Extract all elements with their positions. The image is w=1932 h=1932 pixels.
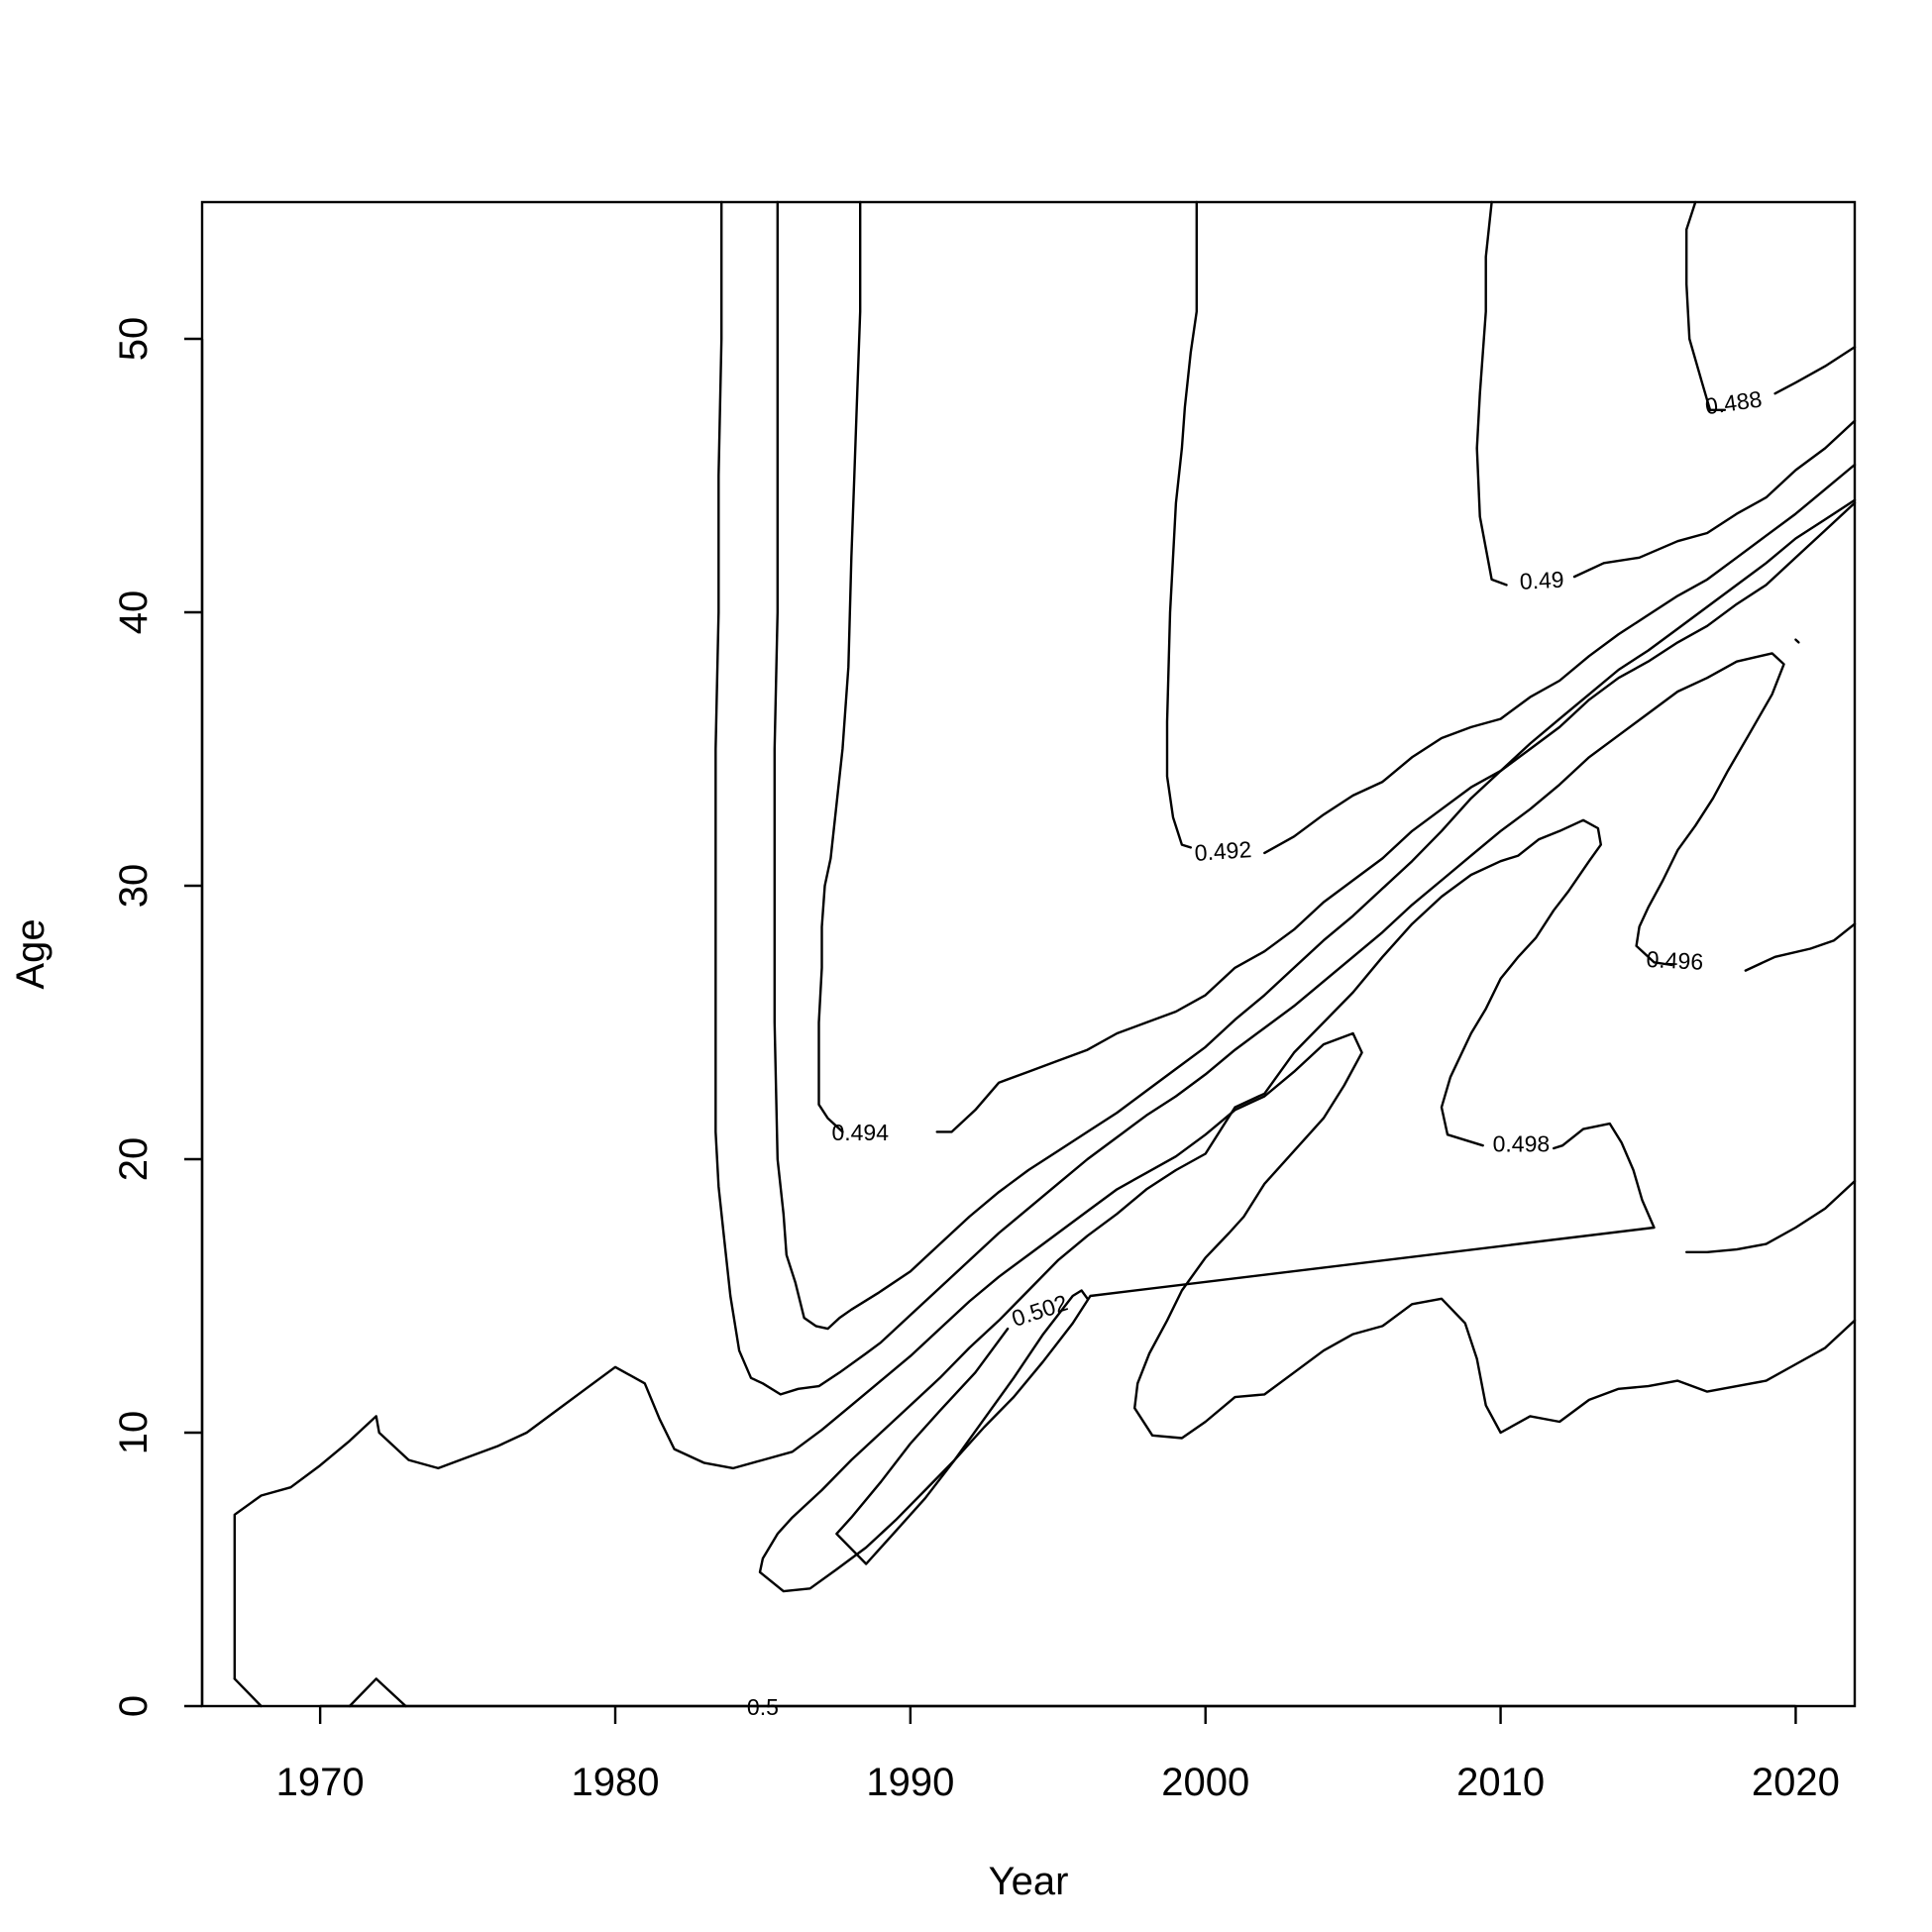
contour-line-0.502 — [835, 1289, 1089, 1565]
contour-line-0.488 — [1773, 346, 1857, 395]
contour-label: 0.498 — [1493, 1130, 1551, 1156]
contour-line-0.49 — [1572, 419, 1857, 579]
x-tick-label: 1970 — [276, 1761, 365, 1804]
contour-line-0.498 — [1684, 1179, 1857, 1254]
y-tick-label: 50 — [112, 317, 156, 362]
y-tick-label: 0 — [112, 1695, 156, 1717]
contour-line-0.496 — [1744, 922, 1857, 972]
x-axis: 1970 1980 1990 2000 2010 2020 — [276, 1704, 1840, 1804]
contour-line-0.5 — [233, 1677, 263, 1708]
contour-label: 0.496 — [1646, 946, 1704, 975]
x-tick-label: 2000 — [1161, 1761, 1249, 1804]
x-axis-title: Year — [989, 1860, 1069, 1903]
contour-line-0.49 — [1475, 200, 1508, 587]
contour-line-0.494 — [935, 501, 1857, 1133]
contour-line-0.492 — [1165, 200, 1199, 849]
contour-lines — [233, 200, 1857, 1708]
contour-label: 0.494 — [831, 1120, 889, 1145]
y-tick-label: 10 — [112, 1411, 156, 1455]
x-tick-label: 1980 — [572, 1761, 660, 1804]
contour-label: 0.49 — [1519, 567, 1564, 594]
contour-label: 0.492 — [1194, 836, 1252, 866]
contour-line-0.498 — [758, 818, 1656, 1593]
contour-line-0.496 — [714, 200, 1785, 1396]
x-tick-label: 1990 — [866, 1761, 954, 1804]
y-tick-label: 30 — [112, 864, 156, 909]
contour-line-0.5 — [348, 1677, 407, 1708]
contour-line-0.492 — [1263, 463, 1857, 855]
x-tick-label: 2020 — [1752, 1761, 1840, 1804]
contour-line-0.498 — [773, 200, 1857, 1331]
plot-frame — [200, 200, 1857, 1708]
contour-line-0.494 — [817, 200, 862, 1133]
contour-label: 0.502 — [1009, 1289, 1071, 1332]
x-tick-label: 2010 — [1456, 1761, 1545, 1804]
y-tick-label: 20 — [112, 1137, 156, 1182]
y-tick-label: 40 — [112, 590, 156, 635]
y-axis: 0 10 20 30 40 50 — [112, 317, 204, 1717]
contour-line-0.5 — [233, 1031, 1857, 1680]
contour-line-0.498 — [1794, 638, 1800, 644]
contour-line-0.488 — [1684, 200, 1727, 411]
contour-label: 0.488 — [1703, 385, 1764, 419]
y-axis-title: Age — [9, 918, 53, 989]
